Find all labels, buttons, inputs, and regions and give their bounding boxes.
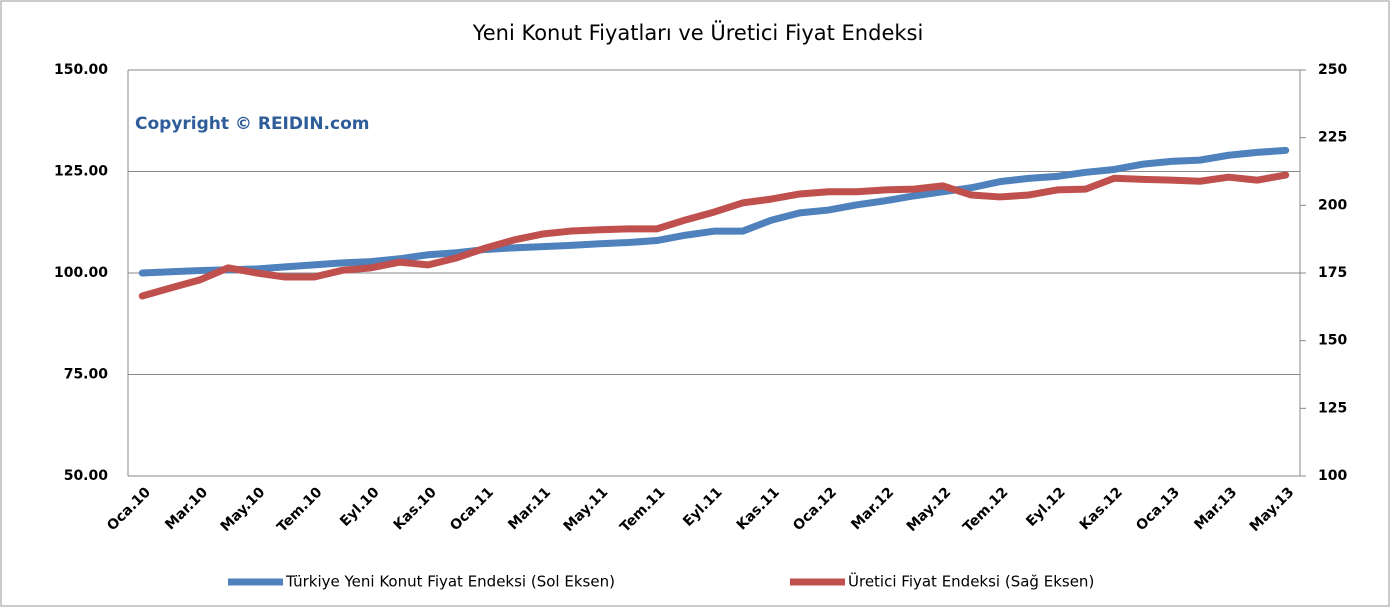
legend-label: Üretici Fiyat Endeksi (Sağ Eksen) (848, 572, 1094, 591)
series-line (138, 146, 1290, 277)
legend-label: Türkiye Yeni Konut Fiyat Endeksi (Sol Ek… (285, 573, 615, 591)
y2-tick-label: 225 (1318, 130, 1347, 146)
y2-tick-label: 175 (1318, 265, 1347, 281)
y2-tick-label: 150 (1318, 333, 1347, 349)
y-tick-label: 100.00 (54, 265, 108, 281)
y-tick-label: 75.00 (64, 367, 109, 383)
y-tick-label: 125.00 (54, 164, 108, 180)
y2-tick-label: 250 (1318, 62, 1347, 78)
y2-tick-label: 125 (1318, 400, 1347, 416)
y2-tick-label: 100 (1318, 468, 1347, 484)
y-tick-label: 150.00 (54, 62, 108, 78)
y2-tick-label: 200 (1318, 197, 1347, 213)
chart-title: Yeni Konut Fiyatları ve Üretici Fiyat En… (472, 20, 924, 45)
y-tick-label: 50.00 (64, 468, 109, 484)
series-line (138, 171, 1290, 300)
annotation: Copyright © REIDIN.com (135, 114, 369, 134)
